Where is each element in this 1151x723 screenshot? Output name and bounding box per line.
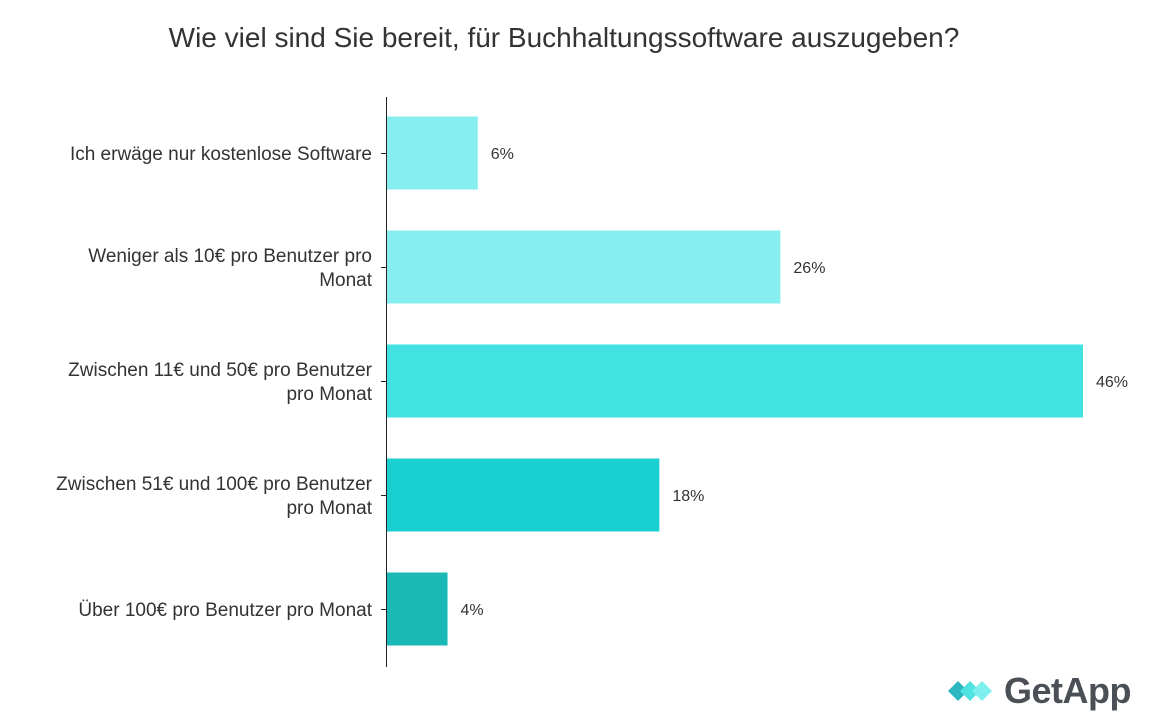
bar-1 bbox=[387, 230, 781, 304]
category-label-1: Weniger als 10€ pro Benutzer pro Monat bbox=[88, 246, 372, 291]
category-label-2: Zwischen 11€ und 50€ pro Benutzer pro Mon… bbox=[68, 360, 373, 405]
category-label-4: Über 100€ pro Benutzer pro Monat bbox=[78, 600, 372, 621]
value-label-2: 46% bbox=[1096, 374, 1128, 391]
chart-title: Wie viel sind Sie bereit, für Buchhaltun… bbox=[168, 22, 960, 53]
value-label-3: 18% bbox=[672, 488, 704, 505]
getapp-logo: GetApp bbox=[948, 670, 1132, 712]
bar-4 bbox=[387, 572, 448, 646]
getapp-logo-text: GetApp bbox=[1004, 670, 1132, 711]
value-label-1: 26% bbox=[793, 260, 825, 277]
bar-0 bbox=[387, 116, 478, 190]
value-label-4: 4% bbox=[461, 602, 484, 619]
category-label-3: Zwischen 51€ und 100€ pro Benutzer pro Mo… bbox=[56, 474, 373, 519]
bar-2 bbox=[387, 344, 1083, 418]
bar-3 bbox=[387, 458, 660, 532]
bars-layer bbox=[387, 116, 1083, 646]
labels-layer: 6% Ich erwäge nur kostenlose Software 26% W… bbox=[56, 144, 1128, 621]
getapp-logo-icon bbox=[948, 681, 992, 701]
category-label-0: Ich erwäge nur kostenlose Software bbox=[70, 144, 372, 165]
value-label-0: 6% bbox=[491, 146, 514, 163]
